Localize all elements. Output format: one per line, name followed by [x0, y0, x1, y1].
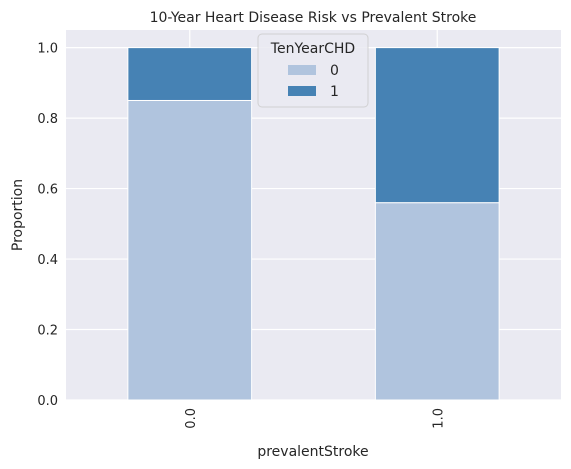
bar-1.0-series-1: [374, 47, 500, 204]
legend-swatch-0: [288, 65, 316, 75]
x-tick-label: 0.0: [184, 408, 199, 429]
legend: TenYearCHD 0 1: [257, 33, 369, 108]
y-tick-label: 0.0: [37, 394, 58, 409]
y-tick-label: 0.4: [37, 253, 58, 268]
y-axis-label: Proportion: [10, 179, 26, 251]
bar-0.0-series-0: [127, 99, 253, 401]
bar-1.0-series-0: [374, 202, 500, 401]
y-tick-label: 0.8: [37, 112, 58, 127]
bars: [127, 47, 500, 401]
x-tick-labels: 0.0 1.0: [184, 408, 447, 429]
y-tick-label: 0.2: [37, 324, 58, 339]
y-tick-label: 0.6: [37, 183, 58, 198]
legend-label-0: 0: [330, 63, 339, 79]
y-tick-labels: 0.0 0.2 0.4 0.6 0.8 1.0: [37, 42, 58, 409]
legend-swatch-1: [288, 86, 316, 96]
chart-title: 10-Year Heart Disease Risk vs Prevalent …: [150, 10, 477, 26]
legend-title: TenYearCHD: [270, 41, 355, 57]
legend-label-1: 1: [330, 84, 339, 100]
x-tick-label: 1.0: [431, 408, 446, 429]
bar-0.0-series-1: [127, 47, 253, 101]
x-axis-label: prevalentStroke: [257, 444, 368, 460]
y-tick-label: 1.0: [37, 42, 58, 57]
